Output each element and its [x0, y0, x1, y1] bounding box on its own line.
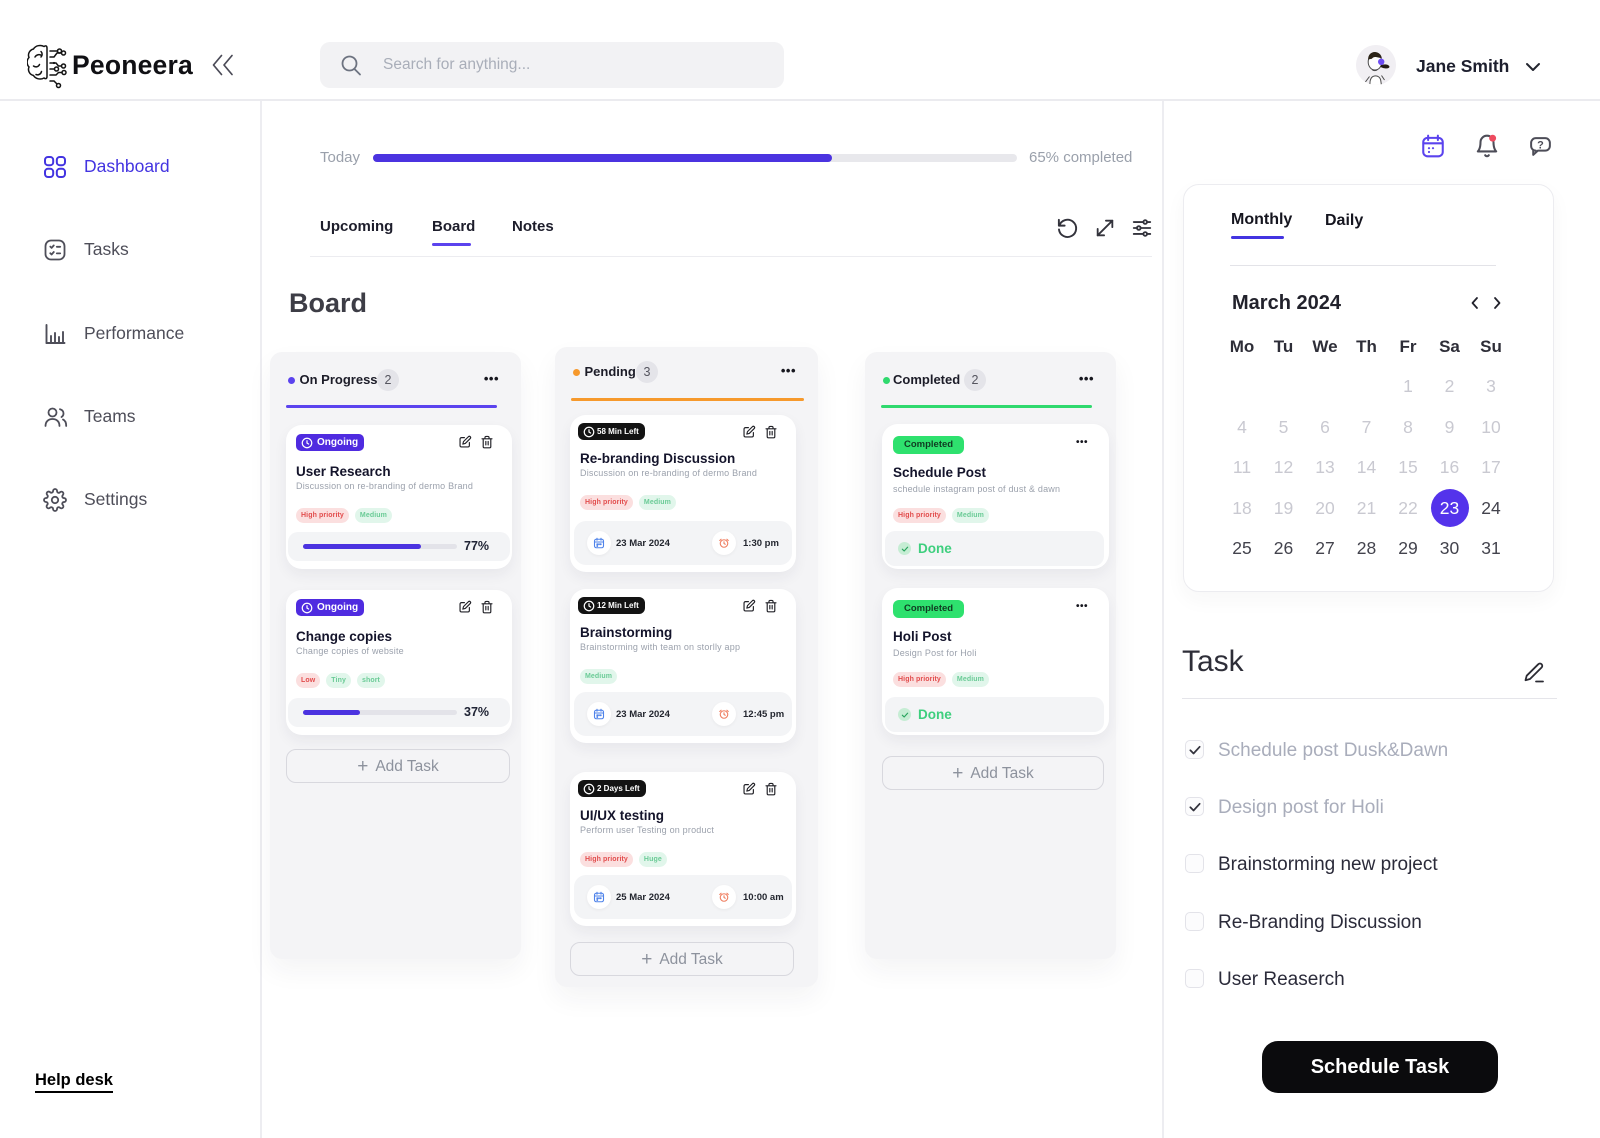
svg-text:?: ?	[1537, 139, 1544, 151]
